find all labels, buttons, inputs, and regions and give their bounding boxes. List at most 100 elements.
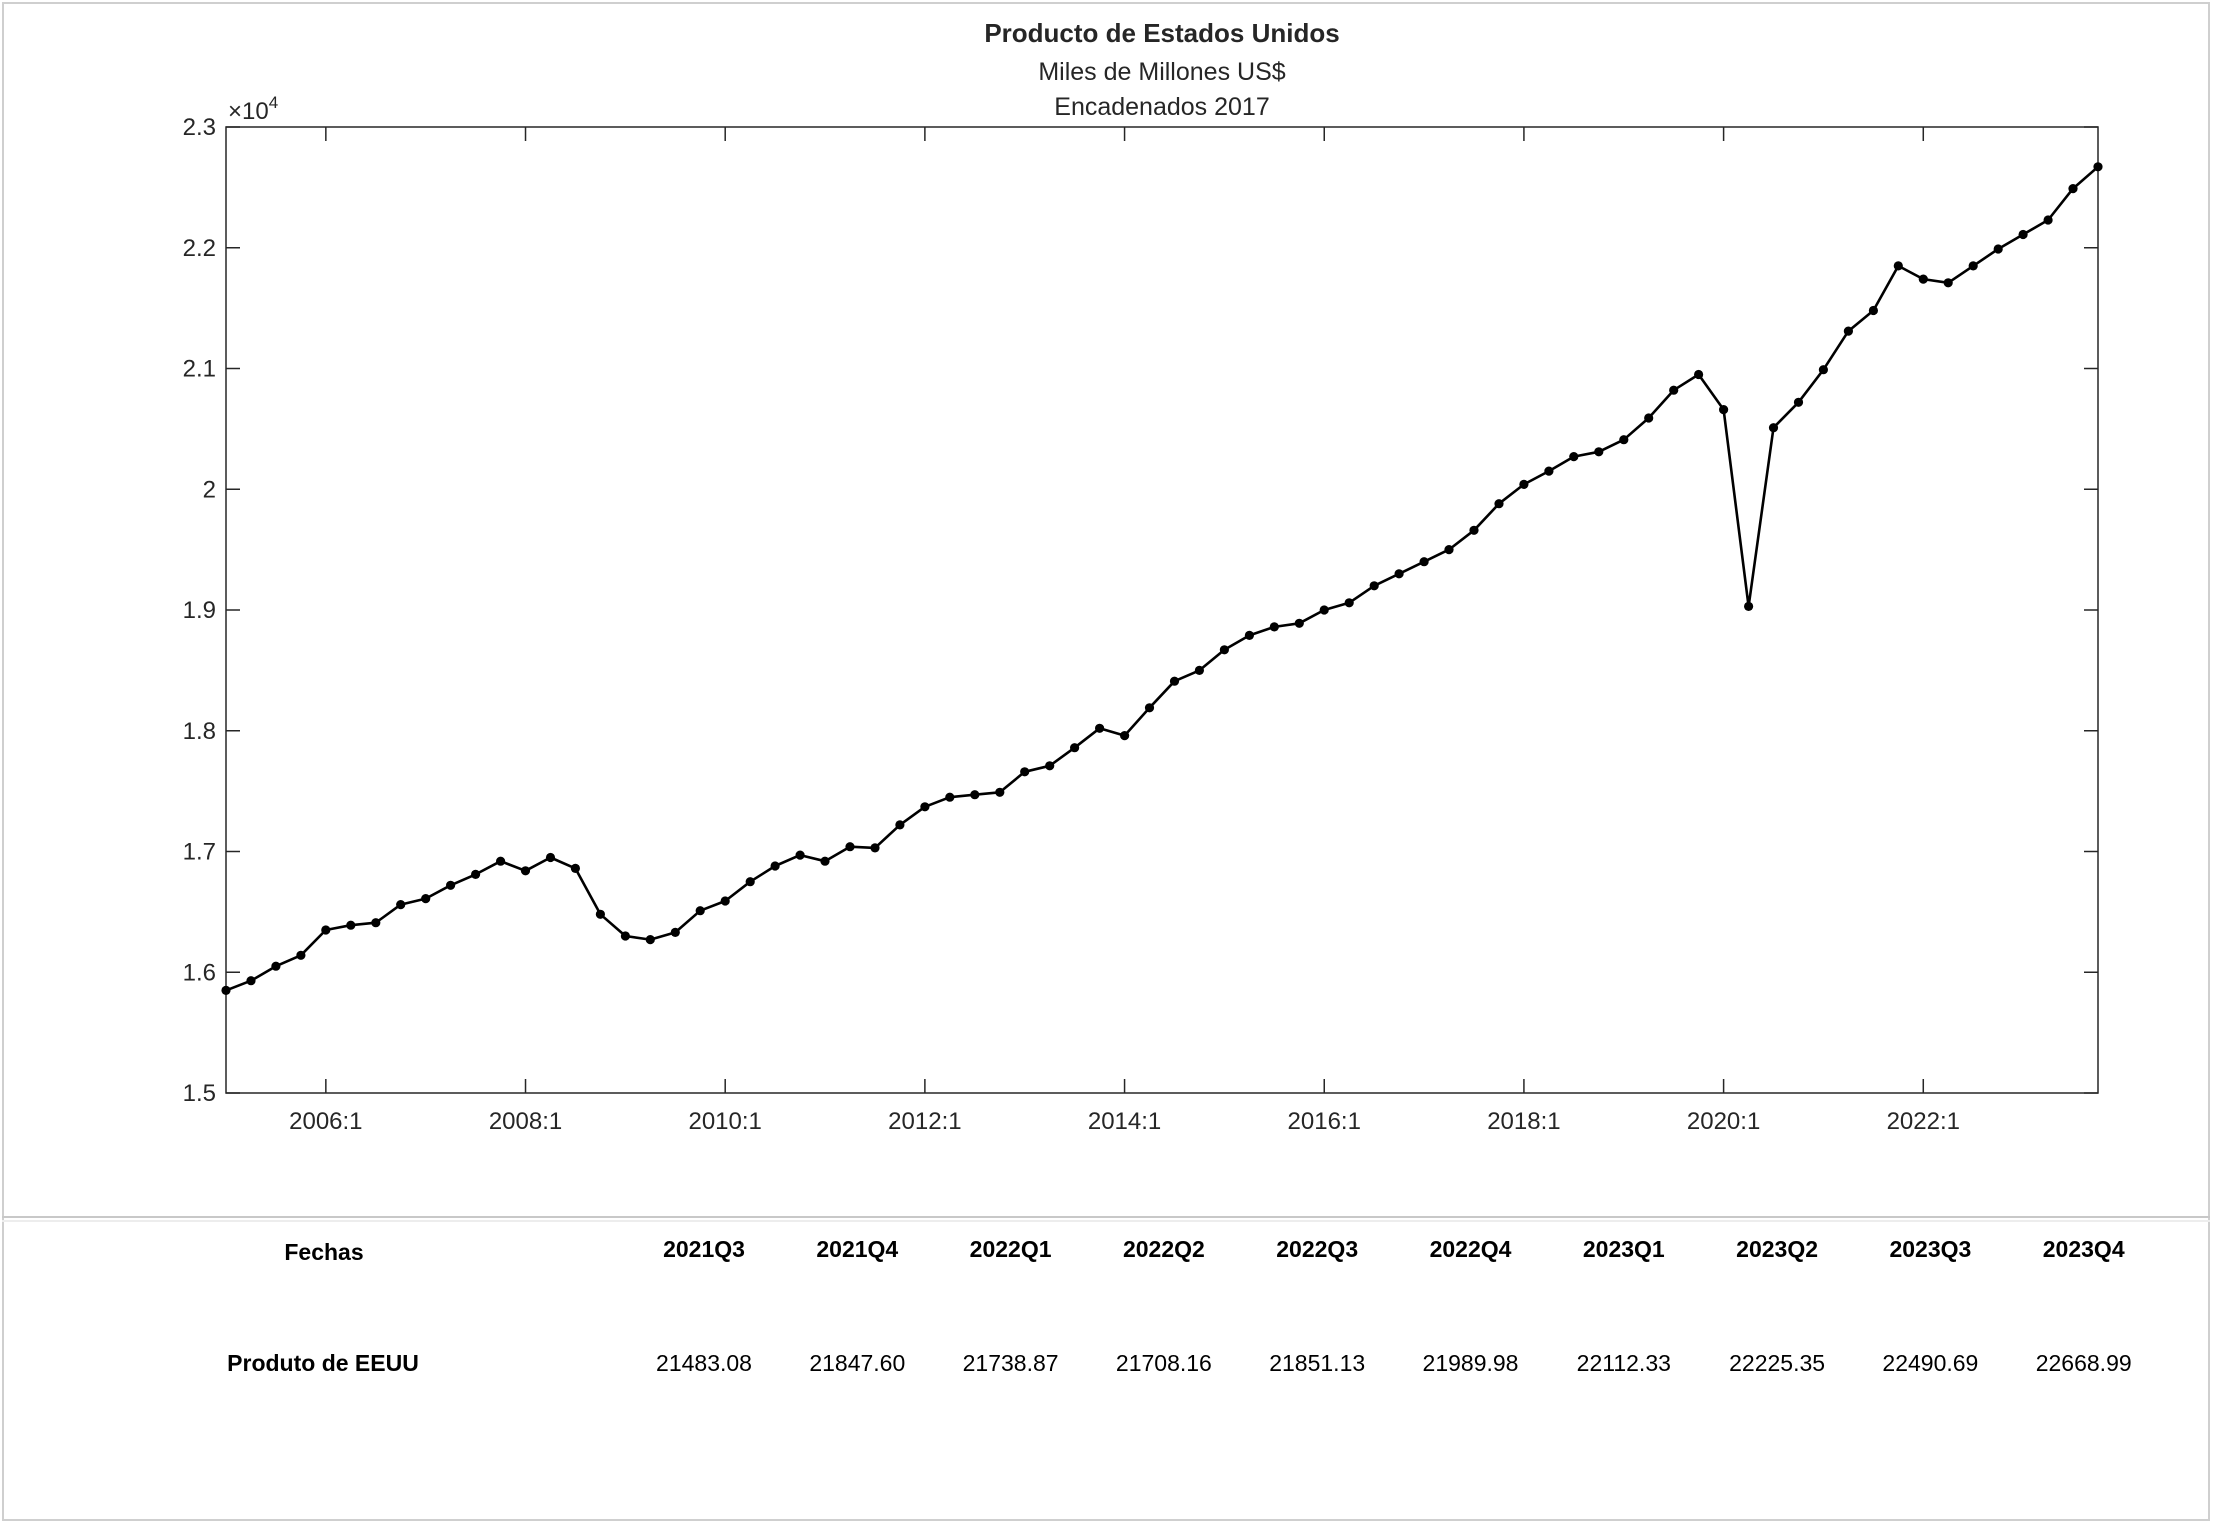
data-point (1269, 622, 1279, 632)
data-point (1619, 435, 1629, 445)
data-point (446, 880, 456, 890)
data-point (1070, 743, 1080, 753)
data-point (1120, 731, 1130, 741)
data-point (745, 877, 755, 887)
x-tick-label: 2022:1 (1887, 1108, 1960, 1135)
table-value-cell: 21847.60 (809, 1350, 906, 1376)
table-column-header: 2022Q4 (1429, 1236, 1512, 1262)
data-point (1868, 305, 1878, 316)
data-point (1194, 665, 1204, 676)
data-point (1993, 244, 2003, 254)
data-point (820, 856, 830, 866)
data-point (1544, 466, 1554, 476)
data-point (471, 869, 481, 880)
data-point (670, 927, 680, 938)
series-line (225, 165, 2099, 992)
data-point (1694, 369, 1704, 380)
data-point (221, 985, 231, 996)
data-point (595, 909, 606, 919)
data-point (2068, 184, 2078, 194)
y-tick-label: 1.6 (183, 959, 216, 986)
data-point (1144, 703, 1155, 713)
data-point (970, 790, 980, 800)
table-value-cell: 22668.99 (2035, 1350, 2132, 1376)
table-value-cell: 22225.35 (1729, 1350, 1826, 1376)
data-point (1793, 397, 1804, 407)
data-point (1444, 545, 1454, 555)
data-point (695, 906, 705, 916)
data-point (1818, 365, 1828, 375)
data-point (1219, 645, 1229, 655)
data-point (845, 842, 855, 852)
x-tick-label: 2012:1 (888, 1108, 961, 1135)
data-point (346, 920, 356, 930)
table-column-header: 2021Q3 (663, 1236, 745, 1262)
data-point (1843, 326, 1853, 336)
data-point (1494, 499, 1504, 509)
data-point (945, 792, 955, 802)
table-column-header: 2022Q3 (1276, 1236, 1359, 1262)
data-point (271, 961, 281, 971)
y-tick-label: 2.3 (183, 114, 216, 141)
y-axis: 1.5 1.6 1.7 1.8 1.9 2 2.1 2.2 2.3 (183, 114, 2098, 1107)
data-point (1893, 261, 1903, 271)
data-point (1519, 479, 1529, 489)
data-point (720, 896, 730, 906)
data-point (1943, 278, 1953, 288)
table-value-cell: 21738.87 (962, 1350, 1059, 1376)
data-point (1469, 525, 1479, 535)
data-point (1095, 723, 1105, 733)
y-axis-exponent: ×104 (228, 93, 278, 125)
data-point (1768, 423, 1779, 433)
data-point (570, 863, 581, 874)
table-value-cell: 21708.16 (1115, 1350, 1212, 1376)
data-point (2018, 229, 2028, 240)
data-point (396, 900, 406, 910)
line-chart: Producto de Estados Unidos Miles de Mill… (183, 18, 2103, 1135)
data-point (371, 918, 381, 928)
data-point (296, 950, 306, 960)
data-point (795, 850, 805, 860)
chart-title: Producto de Estados Unidos (984, 18, 1339, 48)
x-tick-label: 2020:1 (1687, 1108, 1760, 1135)
table-column-header: 2022Q2 (1122, 1236, 1205, 1262)
data-point (321, 925, 331, 935)
plot-area (225, 126, 2099, 1094)
data-point (1594, 447, 1604, 457)
table-row-label: Produto de EEUU (227, 1350, 419, 1376)
data-point (920, 802, 930, 812)
data-point (1244, 630, 1254, 641)
table-value-cell: 21989.98 (1422, 1350, 1519, 1376)
data-point (1020, 767, 1030, 777)
table-column-header: 2023Q2 (1736, 1236, 1819, 1262)
data-point (1394, 569, 1404, 579)
table-column-header: 2023Q4 (2042, 1236, 2125, 1262)
table-value-cell: 21483.08 (656, 1350, 752, 1376)
x-tick-label: 2010:1 (688, 1108, 761, 1135)
x-tick-label: 2018:1 (1487, 1108, 1560, 1135)
data-point (1369, 581, 1379, 591)
data-point (895, 820, 905, 830)
data-point (870, 843, 880, 853)
data-point (421, 894, 431, 904)
x-tick-label: 2008:1 (489, 1108, 562, 1135)
table-value-cell: 22490.69 (1882, 1350, 1979, 1376)
x-axis: 2006:1 2008:1 2010:1 2012:1 2014:1 2016:1 2018… (289, 127, 1960, 1135)
data-point (1294, 618, 1304, 628)
y-tick-label: 1.8 (183, 718, 216, 745)
data-point (645, 935, 655, 945)
y-axis-exponent-base: ×10 (228, 98, 269, 125)
x-tick-label: 2014:1 (1088, 1108, 1161, 1135)
table-value-cell: 22112.33 (1576, 1350, 1671, 1376)
data-point (1344, 598, 1354, 608)
data-point (2093, 162, 2103, 172)
data-point (1319, 605, 1329, 615)
y-axis-exponent-power: 4 (269, 93, 278, 112)
chart-subtitle-line-1: Miles de Millones US$ (1038, 58, 1285, 86)
data-point (496, 856, 506, 866)
data-point (1918, 274, 1928, 284)
table-header-label: Fechas (284, 1239, 364, 1265)
data-point (770, 861, 780, 871)
data-point (1744, 601, 1754, 612)
